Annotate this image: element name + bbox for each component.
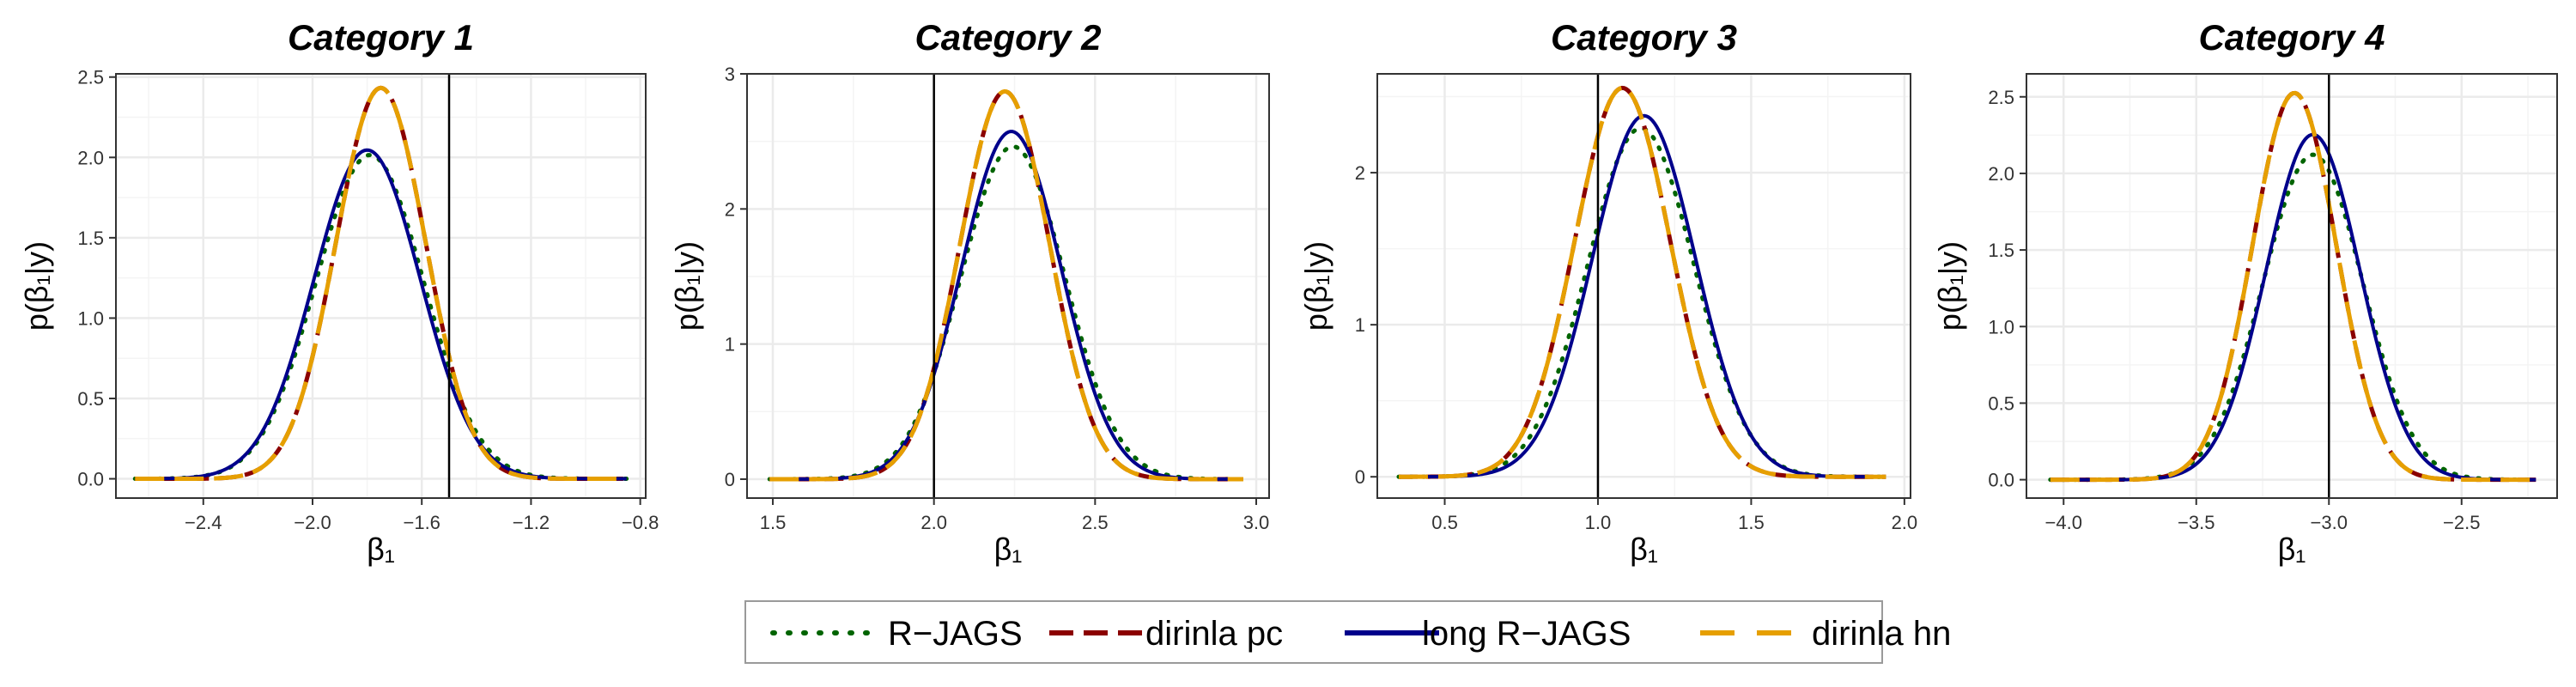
series-line-dirinla-hn xyxy=(1398,85,1886,479)
y-tick-label: 0.5 xyxy=(77,388,104,410)
y-tick-label: 2.5 xyxy=(1988,87,2014,108)
y-tick-label: 2.0 xyxy=(77,147,104,168)
y-tick-label: 1.5 xyxy=(77,228,104,249)
y-tick-label: 1 xyxy=(1355,314,1365,336)
x-tick-label: −3.0 xyxy=(2311,512,2348,533)
y-tick-label: 0.0 xyxy=(77,469,104,490)
legend-label: dirinla pc xyxy=(1145,615,1283,653)
y-tick-label: 2 xyxy=(1355,162,1365,184)
y-tick-label: 0 xyxy=(1355,466,1365,488)
y-axis-label: p(β₁|y) xyxy=(19,241,54,331)
x-tick-label: −0.8 xyxy=(622,512,659,533)
y-axis-label: p(β₁|y) xyxy=(1298,241,1334,331)
panel-category-4: −4.0 −3.5 −3.0 −2.5 0.0 0.5 1.0 1.5 2.0 2.5 Catego… xyxy=(1932,17,2558,567)
panel-title: Category 1 xyxy=(288,17,474,58)
y-tick-label: 1.0 xyxy=(1988,316,2014,337)
panel-border xyxy=(1376,73,1911,499)
legend: R−JAGS dirinla pc long R−JAGS dirinla hn xyxy=(744,600,1951,664)
x-tick-label: 0.5 xyxy=(1431,512,1458,533)
legend-box xyxy=(744,600,1883,664)
x-tick-label: −4.0 xyxy=(2045,512,2082,533)
panel-background xyxy=(1377,74,1911,498)
panel-category-1: −2.4 −2.0 −1.6 −1.2 −0.8 0.0 0.5 1.0 1.5 2.0 2.5 Ca… xyxy=(19,17,659,567)
x-tick-label: 2.0 xyxy=(1892,512,1918,533)
series-line-dirinla-hn xyxy=(135,85,627,482)
y-tick-label: 2.0 xyxy=(1988,163,2014,185)
y-tick-label: 0 xyxy=(725,469,735,490)
x-tick-label: 2.0 xyxy=(920,512,947,533)
x-axis-label: β₁ xyxy=(2278,532,2306,567)
panel-title: Category 4 xyxy=(2198,17,2385,58)
x-axis-label: β₁ xyxy=(1630,532,1658,567)
y-tick-label: 3 xyxy=(725,64,735,85)
series-line-dirinla-hn xyxy=(769,88,1243,482)
panel-border xyxy=(746,73,1270,499)
x-tick-label: −1.6 xyxy=(403,512,440,533)
panel-title: Category 3 xyxy=(1551,17,1737,58)
x-tick-label: −1.2 xyxy=(513,512,550,533)
legend-label: long R−JAGS xyxy=(1422,615,1631,653)
y-tick-label: 0.0 xyxy=(1988,470,2014,491)
x-tick-label: 3.0 xyxy=(1243,512,1270,533)
panel-background xyxy=(116,74,646,498)
legend-label: R−JAGS xyxy=(888,615,1023,653)
y-tick-label: 2 xyxy=(725,198,735,220)
y-tick-label: 1 xyxy=(725,334,735,356)
x-axis-label: β₁ xyxy=(367,532,395,567)
panel-category-2: 1.5 2.0 2.5 3.0 0 1 2 3 Category 2 β₁ p(β₁|y) xyxy=(669,17,1270,567)
x-tick-label: 1.5 xyxy=(760,512,787,533)
y-tick-label: 0.5 xyxy=(1988,392,2014,414)
y-tick-label: 1.5 xyxy=(1988,240,2014,261)
x-tick-label: 2.5 xyxy=(1082,512,1109,533)
x-tick-label: −2.0 xyxy=(294,512,331,533)
x-tick-label: −3.5 xyxy=(2178,512,2215,533)
x-tick-label: −2.5 xyxy=(2443,512,2480,533)
legend-label: dirinla hn xyxy=(1812,615,1951,653)
panel-border xyxy=(2026,73,2558,499)
y-tick-label: 2.5 xyxy=(77,67,104,88)
x-axis-label: β₁ xyxy=(994,532,1023,567)
panel-background xyxy=(2026,74,2557,498)
panel-title: Category 2 xyxy=(914,17,1101,58)
series-line-dirinla-hn xyxy=(2050,90,2537,483)
y-axis-label: p(β₁|y) xyxy=(669,241,704,331)
x-tick-label: 1.5 xyxy=(1738,512,1765,533)
series-line-r-jags xyxy=(2048,152,2538,483)
y-tick-label: 1.0 xyxy=(77,307,104,329)
y-axis-label: p(β₁|y) xyxy=(1932,241,1967,331)
panel-category-3: 0.5 1.0 1.5 2.0 0 1 2 Category 3 β₁ p(β₁|y) xyxy=(1298,17,1917,567)
series-line-long-r-jags xyxy=(135,148,627,481)
x-tick-label: 1.0 xyxy=(1585,512,1612,533)
panel-border xyxy=(115,73,647,499)
panel-background xyxy=(747,74,1269,498)
x-tick-label: −2.4 xyxy=(185,512,222,533)
series-line-r-jags xyxy=(767,144,1246,482)
